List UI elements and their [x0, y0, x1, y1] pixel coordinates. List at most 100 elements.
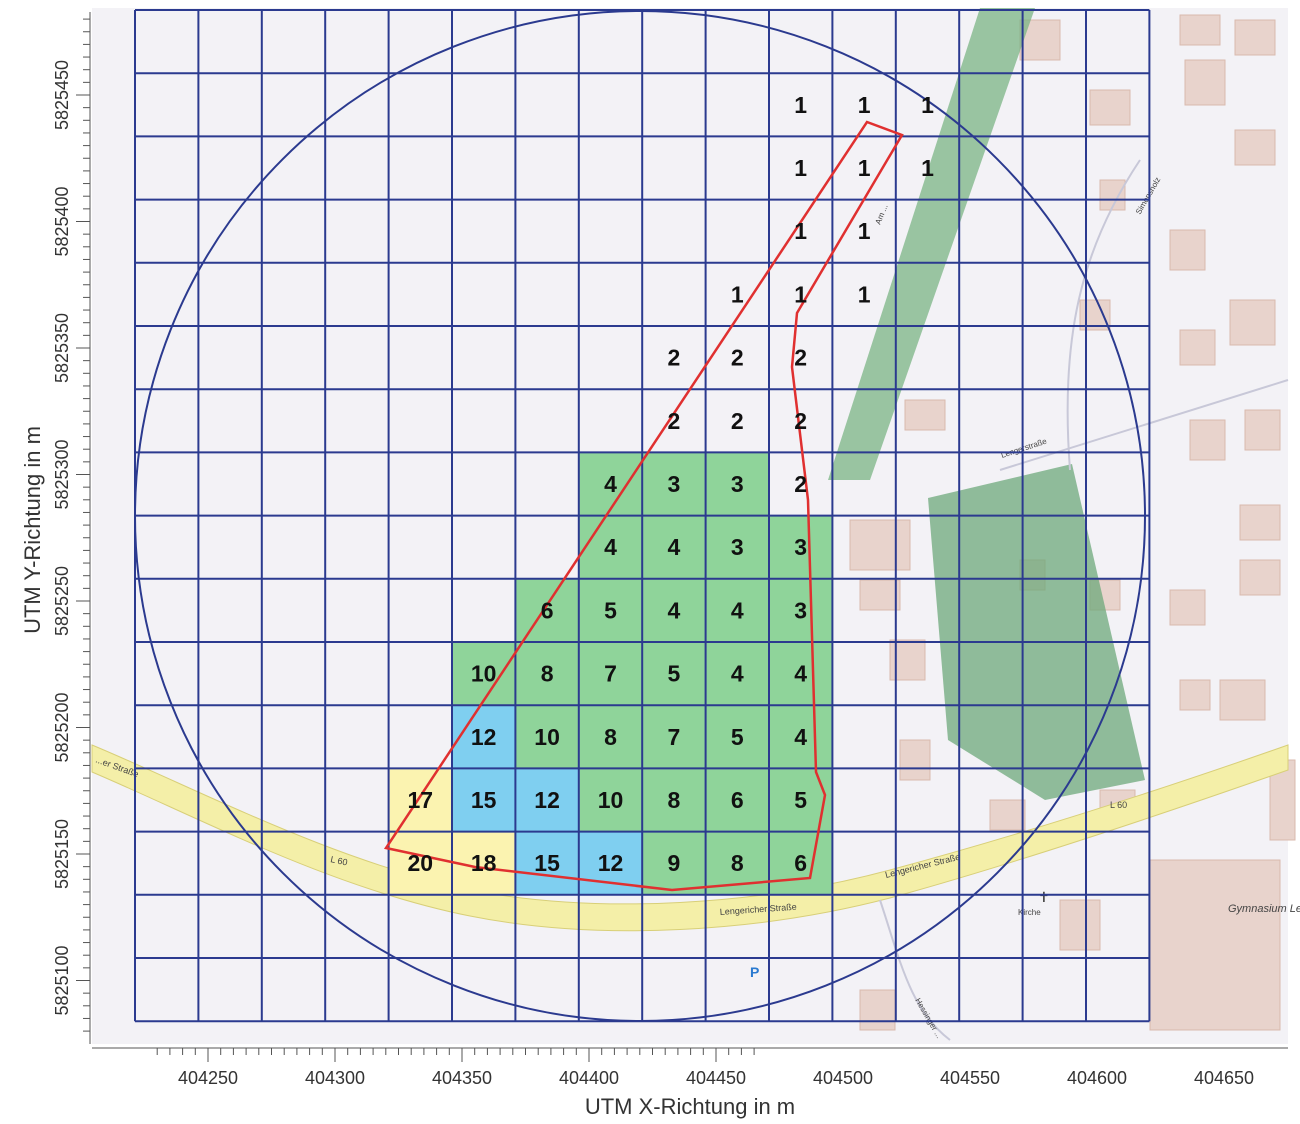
- cell-value: 3: [731, 471, 744, 497]
- cell-value: 10: [598, 787, 624, 813]
- cell-value: 1: [794, 218, 807, 244]
- cell-fill: [515, 578, 579, 642]
- assessment-circle: [134, 10, 1146, 1022]
- cell-fill: [642, 578, 706, 642]
- cell-fill: [705, 642, 769, 706]
- cell-value: 4: [668, 534, 681, 560]
- label-parking: P: [750, 964, 759, 980]
- cell-value: 5: [731, 724, 744, 750]
- x-tick-label: 404300: [305, 1068, 365, 1088]
- label-route-left: L 60: [330, 854, 349, 867]
- cell-value: 5: [668, 661, 681, 687]
- cell-value: 6: [794, 850, 807, 876]
- cell-value: 8: [604, 724, 617, 750]
- cell-value: 2: [794, 408, 807, 434]
- cell-value: 1: [794, 92, 807, 118]
- cell-fill: [705, 705, 769, 769]
- y-tick-label: 5825450: [52, 60, 72, 130]
- cell-value: 1: [731, 281, 744, 307]
- forest-block-east: [928, 464, 1145, 800]
- y-tick-label: 5825200: [52, 692, 72, 762]
- cell-value: 2: [794, 345, 807, 371]
- cell-fill: [642, 515, 706, 579]
- y-tick-label: 5825150: [52, 819, 72, 889]
- x-tick-label: 404550: [940, 1068, 1000, 1088]
- cell-value: 10: [471, 661, 497, 687]
- x-tick-label: 404500: [813, 1068, 873, 1088]
- cell-value: 3: [794, 534, 807, 560]
- cell-value: 1: [858, 155, 871, 181]
- cell-value: 4: [794, 661, 807, 687]
- cell-value: 1: [858, 92, 871, 118]
- cell-value: 4: [731, 661, 744, 687]
- cell-fill: [515, 642, 579, 706]
- cell-value: 12: [598, 850, 624, 876]
- cell-fill: [515, 831, 579, 895]
- cell-fill: [578, 705, 643, 769]
- cell-fill: [642, 831, 706, 895]
- cell-value: 8: [668, 787, 681, 813]
- x-tick-label: 404450: [686, 1068, 746, 1088]
- cell-fills: [388, 452, 833, 895]
- cell-value: 4: [668, 597, 681, 623]
- cell-value: 2: [794, 471, 807, 497]
- side-roads: [879, 159, 1289, 1041]
- cell-fill: [515, 768, 579, 832]
- raster-grid: [134, 9, 1151, 1023]
- cell-fill: [769, 515, 833, 579]
- cell-value: 5: [794, 787, 807, 813]
- cell-value: 4: [794, 724, 807, 750]
- cell-value: 4: [604, 471, 617, 497]
- cell-fill: [705, 578, 769, 642]
- y-axis-title: UTM Y-Richtung in m: [20, 426, 45, 634]
- cell-value: 6: [731, 787, 744, 813]
- x-tick-label: 404250: [178, 1068, 238, 1088]
- cell-value: 12: [471, 724, 497, 750]
- cell-fill: [769, 642, 833, 706]
- cell-values: 1 1 11 1 11 11 1 12 2 22 2 24 3 3 24 4 3 36 5 4 4 310 8 7 5 4 412 1…: [408, 92, 935, 876]
- cell-value: 7: [604, 661, 617, 687]
- cell-fill: [642, 705, 706, 769]
- cell-fill: [578, 578, 643, 642]
- cell-value: 8: [541, 661, 554, 687]
- y-tick-label: 5825100: [52, 945, 72, 1015]
- cell-fill: [452, 768, 516, 832]
- cell-fill: [642, 642, 706, 706]
- y-axis: 5825450 5825400 5825350 5825300 5825250 58252…: [52, 12, 91, 1044]
- cell-value: 1: [921, 155, 934, 181]
- cell-value: 7: [668, 724, 681, 750]
- cell-fill: [388, 831, 452, 895]
- cell-fill: [769, 705, 833, 769]
- cell-value: 1: [858, 218, 871, 244]
- cell-fill: [769, 768, 833, 832]
- cell-value: 15: [534, 850, 560, 876]
- y-tick-label: 5825300: [52, 439, 72, 509]
- cell-value: 2: [668, 345, 681, 371]
- cell-value: 15: [471, 787, 497, 813]
- cell-fill: [705, 452, 769, 516]
- cell-fill: [452, 642, 516, 706]
- cell-value: 2: [668, 408, 681, 434]
- cell-value: 10: [534, 724, 560, 750]
- cell-fill: [705, 768, 769, 832]
- x-tick-label: 404650: [1194, 1068, 1254, 1088]
- x-tick-label: 404600: [1067, 1068, 1127, 1088]
- cell-value: 1: [921, 92, 934, 118]
- buildings: [849, 14, 1296, 1031]
- x-axis: 404250 404300 404350 404400 404450 404500 4045…: [92, 1047, 1288, 1088]
- cell-fill: [642, 452, 706, 516]
- forest-strip-north: [828, 8, 1035, 480]
- y-tick-label: 5825250: [52, 566, 72, 636]
- cell-fill: [578, 452, 643, 516]
- cell-value: 17: [408, 787, 434, 813]
- cell-value: 1: [858, 281, 871, 307]
- cell-value: 4: [604, 534, 617, 560]
- cell-value: 1: [794, 155, 807, 181]
- cell-fill: [705, 515, 769, 579]
- cell-value: 3: [731, 534, 744, 560]
- x-tick-label: 404350: [432, 1068, 492, 1088]
- cell-value: 3: [668, 471, 681, 497]
- site-boundary: [383, 120, 904, 892]
- cell-value: 12: [534, 787, 560, 813]
